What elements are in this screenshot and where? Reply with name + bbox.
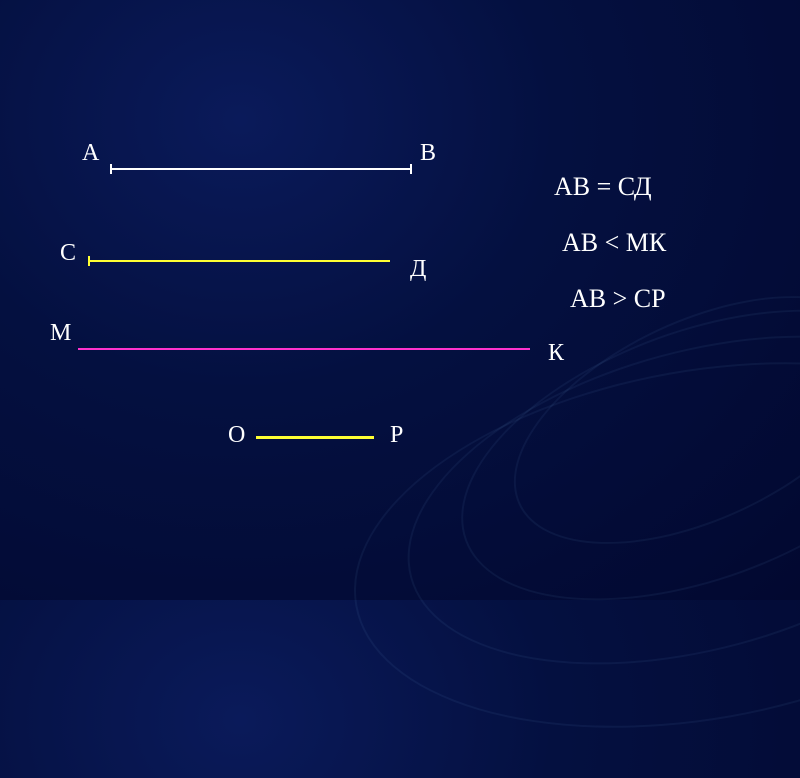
segment-ab <box>110 168 412 170</box>
label-b: В <box>420 140 436 167</box>
label-a: А <box>82 140 99 167</box>
segment-op <box>256 436 374 439</box>
label-p: Р <box>390 422 403 449</box>
equation-ab-gt-cp: АВ > СР <box>570 284 666 314</box>
bg-wave <box>325 312 800 778</box>
label-m: М <box>50 320 71 347</box>
label-o: О <box>228 422 245 449</box>
label-d: Д <box>410 256 426 283</box>
label-k: К <box>548 340 564 367</box>
bg-wave <box>371 277 800 722</box>
label-c: С <box>60 240 76 267</box>
equation-ab-lt-mk: АВ < МК <box>562 228 666 258</box>
equation-ab-eq-cd: АВ = СД <box>554 172 652 202</box>
segment-mk <box>78 348 530 350</box>
segment-cd <box>88 260 390 262</box>
